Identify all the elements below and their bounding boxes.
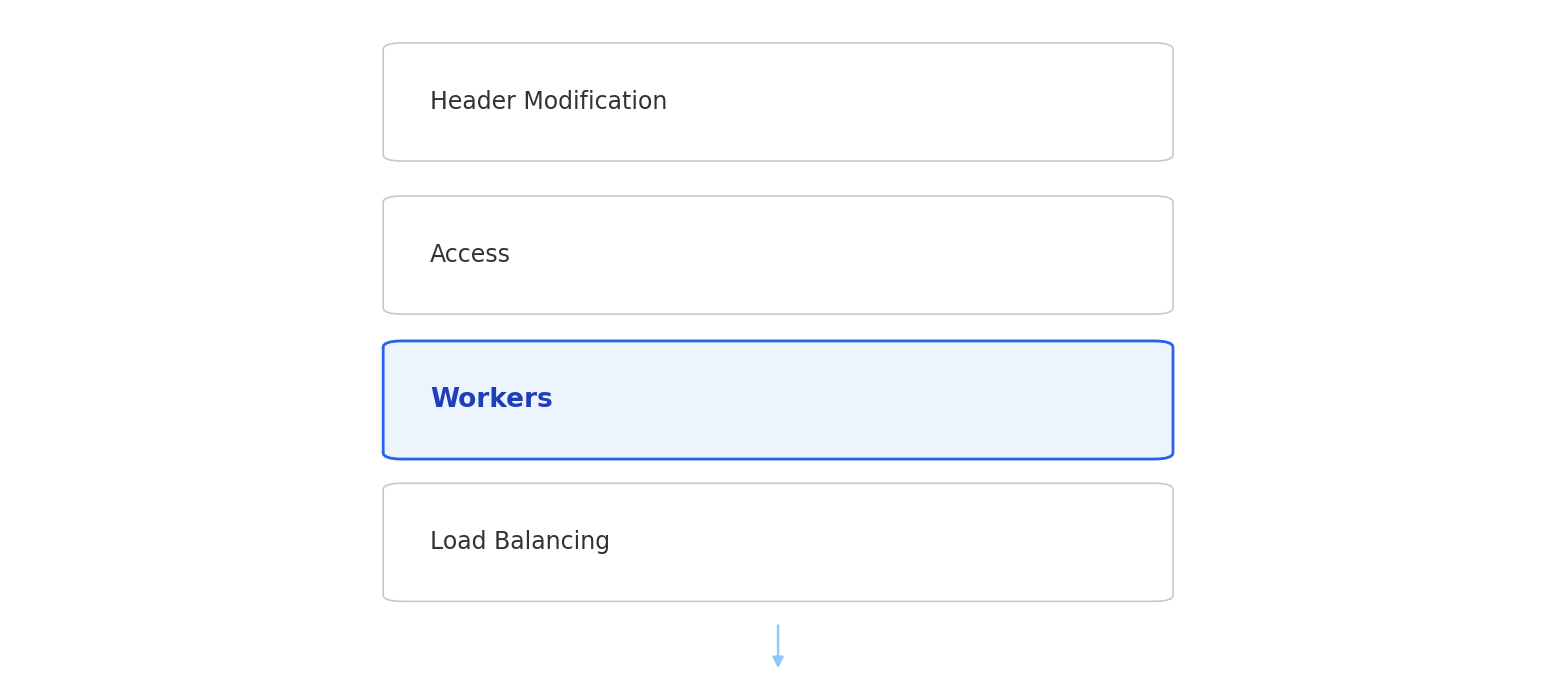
FancyBboxPatch shape [383, 196, 1173, 314]
FancyBboxPatch shape [383, 341, 1173, 459]
FancyBboxPatch shape [383, 43, 1173, 161]
Text: Load Balancing: Load Balancing [430, 530, 610, 554]
Text: Header Modification: Header Modification [430, 90, 668, 114]
FancyBboxPatch shape [383, 483, 1173, 602]
Text: Access: Access [430, 243, 511, 267]
Text: Workers: Workers [430, 387, 552, 413]
